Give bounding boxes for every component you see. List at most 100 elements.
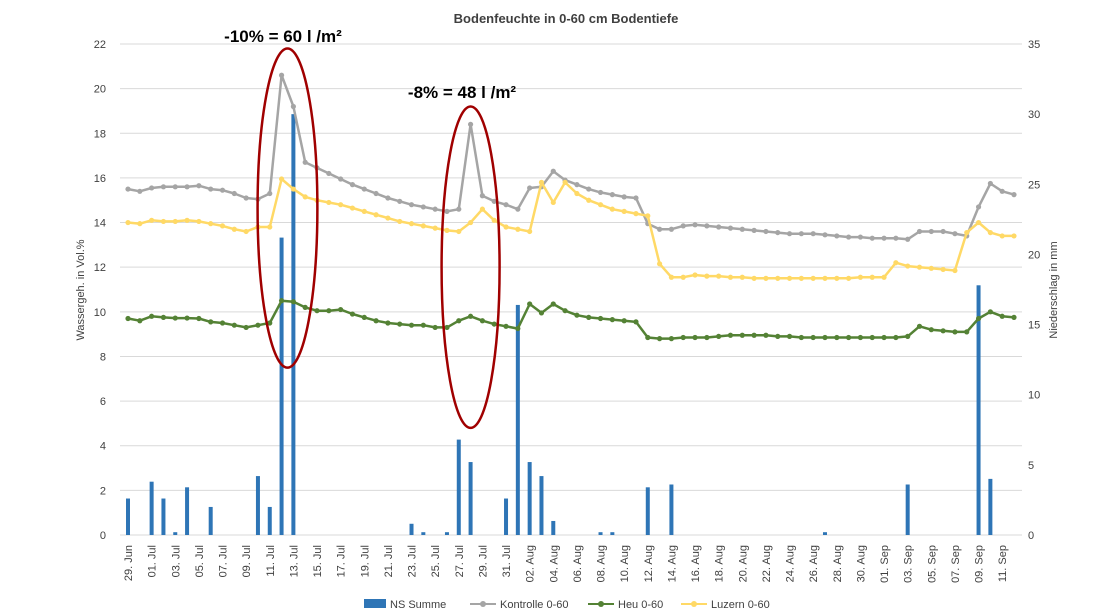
data-point (125, 315, 131, 322)
x-tick-label: 07. Sep (950, 545, 962, 583)
data-point (846, 234, 852, 240)
y-tick-label: 14 (94, 218, 106, 230)
bar (645, 487, 650, 535)
data-point (267, 224, 273, 230)
bar (161, 498, 166, 535)
data-point (857, 334, 864, 341)
x-tick-label: 25. Jul (430, 545, 442, 577)
x-tick-label: 27. Jul (454, 545, 466, 577)
bar (527, 462, 532, 535)
x-tick-label: 10. Aug (619, 545, 631, 582)
legend-marker (691, 601, 697, 607)
data-point (397, 321, 403, 327)
data-point (184, 315, 190, 321)
data-point (881, 334, 887, 341)
data-point (444, 324, 450, 331)
data-point (999, 313, 1005, 319)
data-point (196, 218, 202, 225)
data-point (597, 189, 604, 196)
data-point (456, 228, 462, 235)
data-point (857, 274, 864, 280)
data-point (609, 317, 615, 323)
data-point (515, 206, 521, 212)
data-point (621, 208, 627, 214)
data-point (975, 204, 982, 210)
data-point (160, 314, 167, 320)
data-point (491, 198, 497, 204)
legend-swatch (364, 599, 386, 608)
data-point (349, 311, 356, 317)
data-point (574, 312, 580, 318)
data-point (373, 212, 379, 218)
y-tick-label: 10 (1028, 390, 1040, 402)
data-point (562, 308, 568, 314)
data-point (786, 333, 793, 339)
data-point (491, 217, 497, 223)
x-tick-label: 29. Jul (477, 545, 489, 577)
data-point (846, 334, 852, 341)
data-point (692, 222, 698, 228)
bar (539, 476, 544, 535)
x-tick-label: 18. Aug (714, 545, 726, 582)
y-tick-label: 0 (100, 530, 106, 542)
data-point (172, 218, 178, 225)
data-point (208, 221, 214, 227)
x-tick-label: 11. Sep (997, 545, 1009, 582)
data-point (727, 332, 734, 338)
legend-marker (598, 601, 604, 607)
data-point (657, 336, 663, 342)
data-point (586, 314, 592, 320)
data-point (739, 274, 745, 280)
highlight-ellipse (256, 47, 319, 369)
x-tick-label: 04. Aug (548, 545, 560, 582)
bar (185, 487, 190, 535)
bar (669, 484, 674, 535)
y-axis-left-ticks: 0 2 4 6 8 10 12 14 16 18 20 22 (94, 39, 106, 542)
x-tick-label: 19. Jul (359, 545, 371, 577)
x-tick-label: 17. Jul (336, 545, 348, 577)
data-point (479, 206, 485, 212)
bar (208, 506, 213, 535)
data-point (538, 179, 545, 185)
data-point (645, 334, 651, 341)
data-point (420, 204, 426, 210)
data-point (928, 265, 934, 271)
y-tick-label: 20 (1028, 249, 1040, 261)
data-point (657, 226, 663, 232)
data-point (704, 223, 710, 229)
data-point (408, 221, 415, 227)
bar (822, 532, 827, 535)
x-tick-label: 16. Aug (690, 545, 702, 582)
data-point (420, 223, 426, 229)
data-point (219, 187, 226, 193)
data-point (775, 333, 781, 339)
bar (504, 498, 509, 535)
data-point (763, 332, 769, 338)
data-point (432, 206, 438, 212)
data-point (338, 306, 344, 313)
bar (444, 532, 449, 535)
data-point (361, 186, 367, 192)
x-tick-label: 01. Sep (879, 545, 891, 583)
y-tick-label: 2 (100, 485, 106, 497)
data-point (952, 267, 958, 274)
legend-label: Luzern 0-60 (711, 599, 770, 611)
data-point (515, 325, 521, 332)
data-point (727, 225, 734, 231)
data-point (775, 229, 781, 236)
data-point (999, 188, 1005, 194)
legend-item: Heu 0-60 (588, 599, 663, 611)
data-point (846, 275, 852, 281)
data-point (822, 232, 828, 238)
data-point (905, 263, 911, 269)
data-point (633, 319, 639, 325)
x-tick-label: 12. Aug (643, 545, 655, 582)
y-tick-label: 25 (1028, 179, 1040, 191)
y-axis-right-ticks: 0 5 10 15 20 25 30 35 (1028, 39, 1040, 542)
bar (291, 114, 296, 536)
data-point (999, 233, 1005, 239)
data-point (314, 308, 320, 314)
y-axis-right-label: Niederschlag in mm (1048, 241, 1060, 338)
data-point (467, 313, 474, 319)
